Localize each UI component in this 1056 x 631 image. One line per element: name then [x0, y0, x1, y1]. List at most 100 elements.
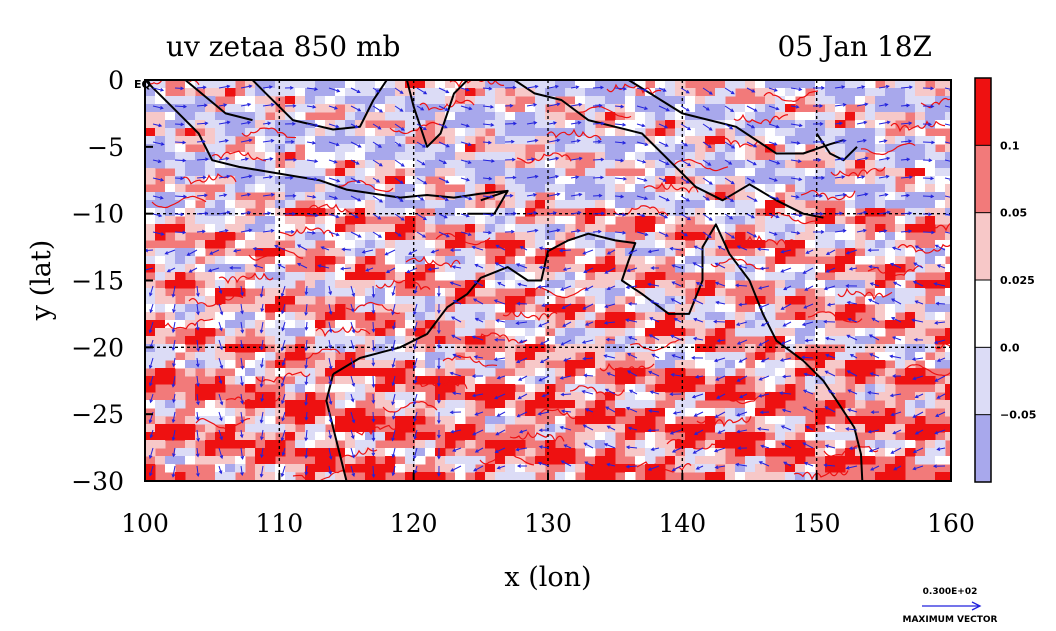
field-cell [305, 464, 316, 473]
field-cell [725, 208, 736, 217]
field-cell [645, 192, 656, 201]
field-cell [385, 80, 396, 89]
field-cell [745, 112, 756, 121]
field-cell [915, 416, 926, 425]
field-cell [405, 208, 416, 217]
field-cell [295, 120, 306, 129]
field-cell [315, 80, 326, 89]
colorbar-segment [975, 347, 991, 415]
field-cell [415, 400, 426, 409]
field-cell [605, 288, 616, 297]
wind-vector-head [196, 473, 200, 478]
field-cell [625, 104, 636, 113]
wind-vector-head [648, 370, 653, 375]
wind-vector-head [356, 179, 361, 184]
field-cell [375, 464, 386, 473]
field-cell [655, 88, 666, 97]
wind-vector-head [437, 420, 441, 424]
field-cell [715, 448, 726, 457]
field-cell [365, 112, 376, 121]
field-cell [755, 264, 766, 273]
wind-vector [768, 177, 778, 182]
field-cell [625, 152, 636, 161]
wind-vector-head [223, 103, 228, 107]
chart-title-right: 05 Jan 18Z [778, 30, 932, 63]
field-cell [455, 168, 466, 177]
wind-vector [560, 426, 572, 431]
wind-vector [627, 353, 638, 359]
wind-vector [196, 357, 199, 367]
field-cell [615, 424, 626, 433]
field-cell [175, 152, 186, 161]
wind-vector-head [824, 336, 830, 341]
wind-vector-head [260, 398, 265, 403]
wind-vector-head [537, 284, 542, 289]
field-cell [465, 360, 476, 369]
field-cell [375, 432, 386, 441]
field-cell [345, 112, 356, 121]
wind-vector-head [510, 139, 515, 144]
wind-vector-head [775, 106, 780, 111]
wind-vector [526, 212, 537, 215]
field-cell [915, 312, 926, 321]
field-cell [645, 328, 656, 337]
wind-vector [460, 195, 472, 200]
wind-vector-head [933, 282, 938, 286]
field-cell [795, 112, 806, 121]
contour-line [629, 338, 685, 352]
field-cell [695, 408, 706, 417]
field-cell [335, 80, 346, 89]
wind-vector [538, 462, 550, 467]
field-cell [605, 280, 616, 289]
field-cell [225, 464, 236, 473]
field-cell [475, 392, 486, 401]
wind-vector-head [472, 432, 477, 436]
field-cell [855, 456, 866, 465]
field-cell [145, 208, 156, 217]
field-cell [245, 88, 256, 97]
wind-vector-head [739, 394, 744, 399]
wind-vector [196, 393, 199, 405]
field-cell [455, 160, 466, 169]
wind-vector [592, 176, 604, 179]
wind-vector [350, 123, 359, 128]
field-cell [645, 424, 656, 433]
field-cell [545, 304, 556, 313]
wind-vector-head [371, 399, 376, 404]
field-cell [865, 440, 876, 449]
field-cell [885, 88, 896, 97]
wind-vector [739, 357, 748, 363]
field-cell [385, 336, 396, 345]
wind-vector-head [911, 318, 916, 323]
field-cell [565, 360, 576, 369]
field-cell [605, 312, 616, 321]
wind-vector [834, 104, 846, 107]
field-cell [245, 112, 256, 121]
field-cell [605, 464, 616, 473]
wind-vector [240, 229, 252, 233]
wind-vector [196, 122, 208, 125]
field-cell [665, 80, 676, 89]
wind-vector [196, 339, 199, 351]
field-cell [435, 344, 446, 353]
contour-line [389, 121, 445, 135]
field-cell [255, 136, 266, 145]
field-cell [155, 152, 166, 161]
field-cell [585, 312, 596, 321]
field-cell [465, 424, 476, 433]
field-cell [855, 112, 866, 121]
wind-vector [453, 300, 462, 305]
field-cell [545, 280, 556, 289]
field-cell [465, 392, 476, 401]
field-cell [445, 456, 456, 465]
field-cell [325, 224, 336, 233]
field-cell [835, 440, 846, 449]
field-cell [565, 80, 576, 89]
field-cell [415, 112, 426, 121]
wind-vector-head [644, 232, 649, 237]
field-cell [165, 144, 176, 153]
wind-vector-head [157, 159, 162, 164]
field-cell [595, 288, 606, 297]
field-cell [215, 384, 226, 393]
field-cell [465, 184, 476, 193]
